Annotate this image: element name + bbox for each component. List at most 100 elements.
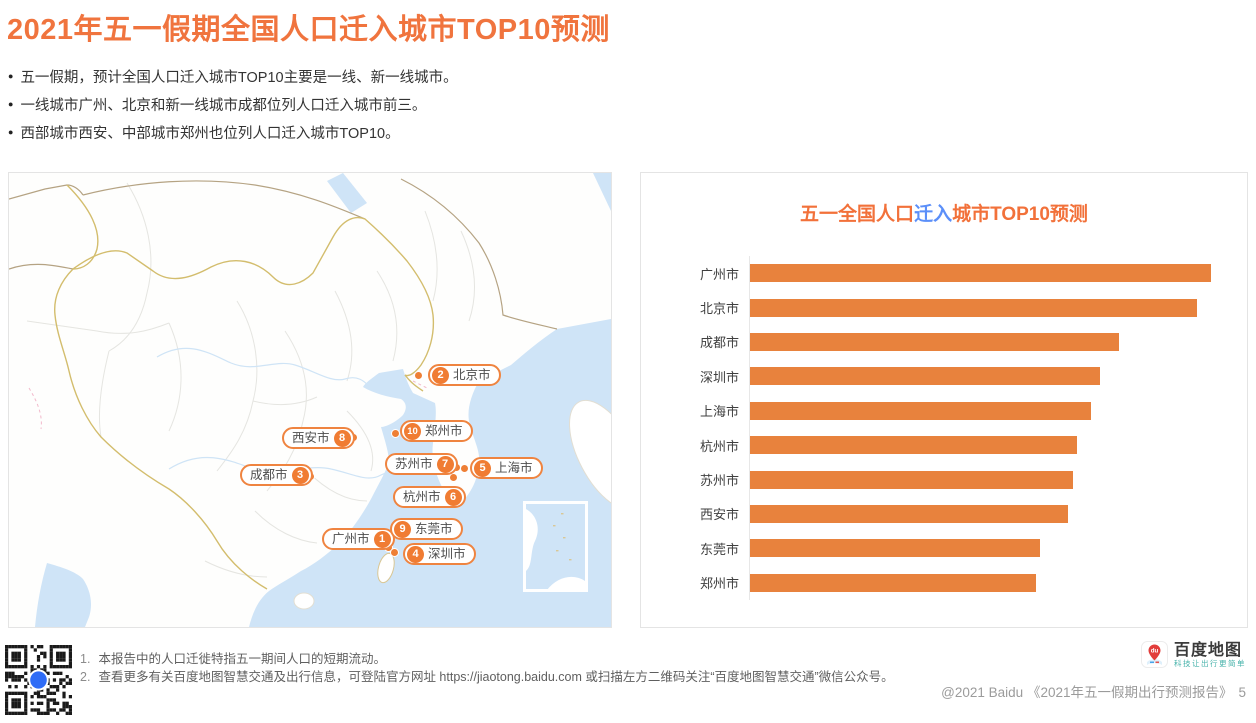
chart-bar bbox=[750, 504, 1069, 523]
province-borders bbox=[26, 182, 476, 578]
bar-chart-plot: 广州市北京市成都市深圳市上海市杭州市苏州市西安市东莞市郑州市 bbox=[641, 256, 1247, 600]
chart-category-label: 深圳市 bbox=[699, 369, 739, 385]
bullet-icon: ● bbox=[8, 126, 14, 137]
chart-bar-area bbox=[749, 462, 1247, 497]
city-label: 深圳市 bbox=[428, 546, 466, 561]
map-marker-深圳市: 4 深圳市 bbox=[403, 543, 476, 565]
chart-bar bbox=[750, 436, 1078, 455]
baidu-maps-app-icon: du bbox=[1141, 641, 1168, 668]
city-location-dot bbox=[390, 428, 400, 438]
chart-category-label: 上海市 bbox=[699, 404, 739, 420]
city-label: 东莞市 bbox=[415, 521, 453, 536]
chart-bar bbox=[750, 539, 1041, 558]
city-label: 西安市 bbox=[292, 430, 330, 445]
china-map: 广州市 1 2 北京市成都市 3 4 深圳市 5 上海市杭州市 6 苏州市 7 西安市 8 9 东莞市 10 郑州… bbox=[9, 173, 611, 627]
chart-bar bbox=[750, 264, 1211, 283]
rivers bbox=[156, 347, 400, 479]
footnotes: 1. 本报告中的人口迁徙特指五一期间人口的短期流动。 2. 查看更多有关百度地图智慧… bbox=[80, 650, 894, 686]
footnote-text: 或扫描左方二维码关注“百度地图智慧交通”微信公众号。 bbox=[581, 670, 894, 684]
map-marker-广州市: 广州市 1 bbox=[322, 528, 395, 550]
page-title: 2021年五一假期全国人口迁入城市TOP10预测 bbox=[7, 14, 610, 46]
chart-title: 五一全国人口迁入城市TOP10预测 bbox=[641, 199, 1247, 226]
map-marker-西安市: 西安市 8 bbox=[282, 427, 355, 449]
brand-tagline: 科技让出行更简单 bbox=[1174, 658, 1246, 668]
baidu-maps-logo: du 百度地图 科技让出行更简单 bbox=[1141, 641, 1246, 668]
chart-row: 广州市 bbox=[641, 256, 1247, 291]
city-location-dot bbox=[413, 370, 423, 380]
dashed-borders bbox=[28, 380, 430, 430]
chart-category-label: 郑州市 bbox=[699, 576, 739, 592]
chart-category-label: 苏州市 bbox=[699, 473, 739, 489]
city-label: 上海市 bbox=[495, 460, 533, 475]
jiaotong-baidu-link[interactable]: https://jiaotong.baidu.com bbox=[439, 670, 582, 684]
footnote-text: 查看更多有关百度地图智慧交通及出行信息，可登陆官方网址 bbox=[98, 670, 440, 684]
chart-bar bbox=[750, 367, 1101, 386]
city-location-dot bbox=[389, 547, 399, 557]
map-marker-北京市: 2 北京市 bbox=[428, 364, 501, 386]
rank-badge: 5 bbox=[474, 459, 491, 477]
bullet-icon: ● bbox=[8, 70, 14, 81]
footnote-number: 1. bbox=[80, 652, 91, 666]
chart-title-prefix: 五一全国人口 bbox=[800, 204, 915, 225]
footnote-number: 2. bbox=[80, 670, 91, 684]
south-china-sea-inset bbox=[523, 501, 588, 592]
chart-category-label: 成都市 bbox=[699, 335, 739, 351]
china-border bbox=[54, 184, 435, 590]
footnote-text: 本报告中的人口迁徙特指五一期间人口的短期流动。 bbox=[98, 652, 386, 666]
copyright-text: @2021 Baidu 《2021年五一假期出行预测报告》 bbox=[941, 685, 1233, 700]
city-label: 北京市 bbox=[453, 367, 491, 382]
chart-bar bbox=[750, 573, 1036, 592]
chart-bar bbox=[750, 470, 1073, 489]
bullet-item: ● 五一假期，预计全国人口迁入城市TOP10主要是一线、新一线城市。 bbox=[8, 62, 708, 90]
chart-row: 苏州市 bbox=[641, 462, 1247, 497]
chart-bar-area bbox=[749, 324, 1247, 360]
chart-title-highlight: 迁入 bbox=[914, 204, 953, 225]
bullet-text: 一线城市广州、北京和新一线城市成都位列人口迁入城市前三。 bbox=[20, 97, 427, 114]
chart-bar-area bbox=[749, 496, 1247, 532]
map-marker-苏州市: 苏州市 7 bbox=[385, 453, 458, 475]
city-location-dot bbox=[459, 463, 469, 473]
chart-bar-area bbox=[749, 565, 1247, 600]
map-marker-上海市: 5 上海市 bbox=[470, 457, 543, 479]
chart-bar bbox=[750, 401, 1092, 420]
page-number: 5 bbox=[1238, 685, 1246, 700]
chart-category-label: 东莞市 bbox=[699, 541, 739, 557]
rank-badge: 7 bbox=[436, 455, 454, 473]
footnote-2: 2. 查看更多有关百度地图智慧交通及出行信息，可登陆官方网址 https://ji… bbox=[80, 668, 894, 686]
chart-bar bbox=[750, 298, 1198, 317]
chart-bar-area bbox=[749, 256, 1247, 291]
chart-row: 杭州市 bbox=[641, 427, 1247, 463]
map-marker-郑州市: 10 郑州市 bbox=[400, 420, 473, 442]
copyright-line: @2021 Baidu 《2021年五一假期出行预测报告》 5 bbox=[941, 681, 1246, 701]
city-label: 苏州市 bbox=[395, 456, 433, 471]
map-marker-杭州市: 杭州市 6 bbox=[393, 486, 466, 508]
map-marker-成都市: 成都市 3 bbox=[240, 464, 313, 486]
rank-badge: 9 bbox=[394, 520, 411, 538]
chart-bar-area bbox=[749, 393, 1247, 428]
chart-category-label: 西安市 bbox=[699, 507, 739, 523]
summary-bullets: ● 五一假期，预计全国人口迁入城市TOP10主要是一线、新一线城市。 ● 一线城… bbox=[8, 62, 708, 146]
china-map-card: 广州市 1 2 北京市成都市 3 4 深圳市 5 上海市杭州市 6 苏州市 7 西安市 8 9 东莞市 10 郑州… bbox=[8, 172, 612, 628]
rank-badge: 3 bbox=[291, 466, 309, 484]
chart-row: 上海市 bbox=[641, 393, 1247, 428]
rank-badge: 1 bbox=[373, 530, 391, 548]
bullet-icon: ● bbox=[8, 98, 14, 109]
city-label: 杭州市 bbox=[403, 489, 441, 504]
chart-row: 郑州市 bbox=[641, 565, 1247, 600]
brand-texts: 百度地图 科技让出行更简单 bbox=[1174, 642, 1246, 668]
china-map-graphic bbox=[9, 173, 611, 627]
rank-badge: 6 bbox=[444, 488, 462, 506]
chart-row: 北京市 bbox=[641, 290, 1247, 325]
chart-row: 成都市 bbox=[641, 324, 1247, 360]
svg-text:du: du bbox=[1151, 648, 1159, 655]
rank-badge: 4 bbox=[407, 545, 424, 563]
chart-row: 东莞市 bbox=[641, 531, 1247, 566]
bullet-item: ● 西部城市西安、中部城市郑州也位列人口迁入城市TOP10。 bbox=[8, 118, 708, 146]
chart-bar bbox=[750, 332, 1119, 351]
chart-bar-area bbox=[749, 290, 1247, 325]
rank-badge: 10 bbox=[404, 422, 421, 440]
chart-bar-area bbox=[749, 531, 1247, 566]
chart-category-label: 北京市 bbox=[699, 301, 739, 317]
chart-row: 深圳市 bbox=[641, 359, 1247, 394]
